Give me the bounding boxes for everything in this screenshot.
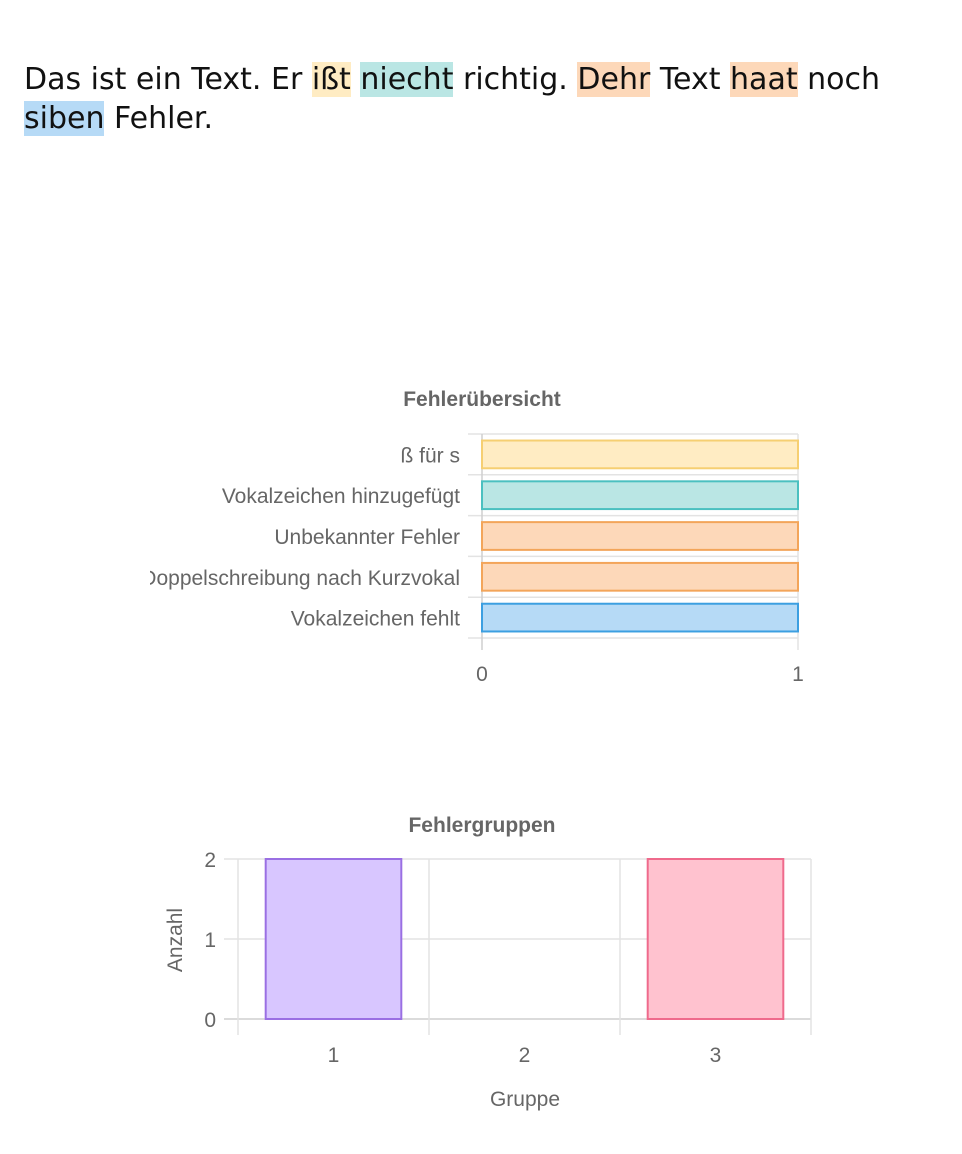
y-tick-label: 2 xyxy=(204,849,216,872)
x-tick-label: 1 xyxy=(792,663,804,686)
error-groups-chart: Fehlergruppen 0 1 2 1 2 3 Gruppe Anzahl xyxy=(164,814,812,1111)
x-tick-label: 2 xyxy=(519,1044,531,1067)
category-label: Doppelschreibung nach Kurzvokal xyxy=(141,567,460,590)
bar xyxy=(481,521,799,551)
text-segment: Text xyxy=(650,62,731,97)
y-axis-title: Anzahl xyxy=(164,908,187,972)
bar xyxy=(481,561,799,592)
category-label: Vokalzeichen fehlt xyxy=(291,608,460,631)
y-tick-label: 0 xyxy=(204,1009,216,1032)
text-segment xyxy=(351,62,361,97)
category-label: Vokalzeichen hinzugefügt xyxy=(222,485,460,508)
error-overview-chart: Fehlerübersicht ß für s Vokalzeichen hinz… xyxy=(141,388,804,686)
bar xyxy=(481,439,799,470)
text-segment: richtig. xyxy=(453,62,578,97)
error-overview-title: Fehlerübersicht xyxy=(403,388,561,411)
error-word: ißt xyxy=(311,62,351,97)
error-text: Das ist ein Text. Er ißt niecht richtig.… xyxy=(24,60,944,138)
bar xyxy=(481,602,799,633)
bar xyxy=(481,480,799,511)
text-segment: noch xyxy=(797,62,881,97)
bar xyxy=(646,858,785,1020)
x-axis-title: Gruppe xyxy=(490,1088,560,1111)
y-tick-label: 1 xyxy=(204,929,216,952)
x-tick-label: 0 xyxy=(476,663,488,686)
error-word: siben xyxy=(24,101,105,136)
error-word: niecht xyxy=(360,62,454,97)
category-label: Unbekannter Fehler xyxy=(274,526,460,549)
error-groups-title: Fehlergruppen xyxy=(408,814,555,837)
x-tick-label: 1 xyxy=(328,1044,340,1067)
text-segment: Das ist ein Text. Er xyxy=(24,62,312,97)
category-label: ß für s xyxy=(400,444,460,467)
error-word: haat xyxy=(730,62,798,97)
error-word: Dehr xyxy=(577,62,651,97)
text-segment: Fehler. xyxy=(104,101,214,136)
bar xyxy=(264,858,403,1020)
x-tick-label: 3 xyxy=(710,1044,722,1067)
